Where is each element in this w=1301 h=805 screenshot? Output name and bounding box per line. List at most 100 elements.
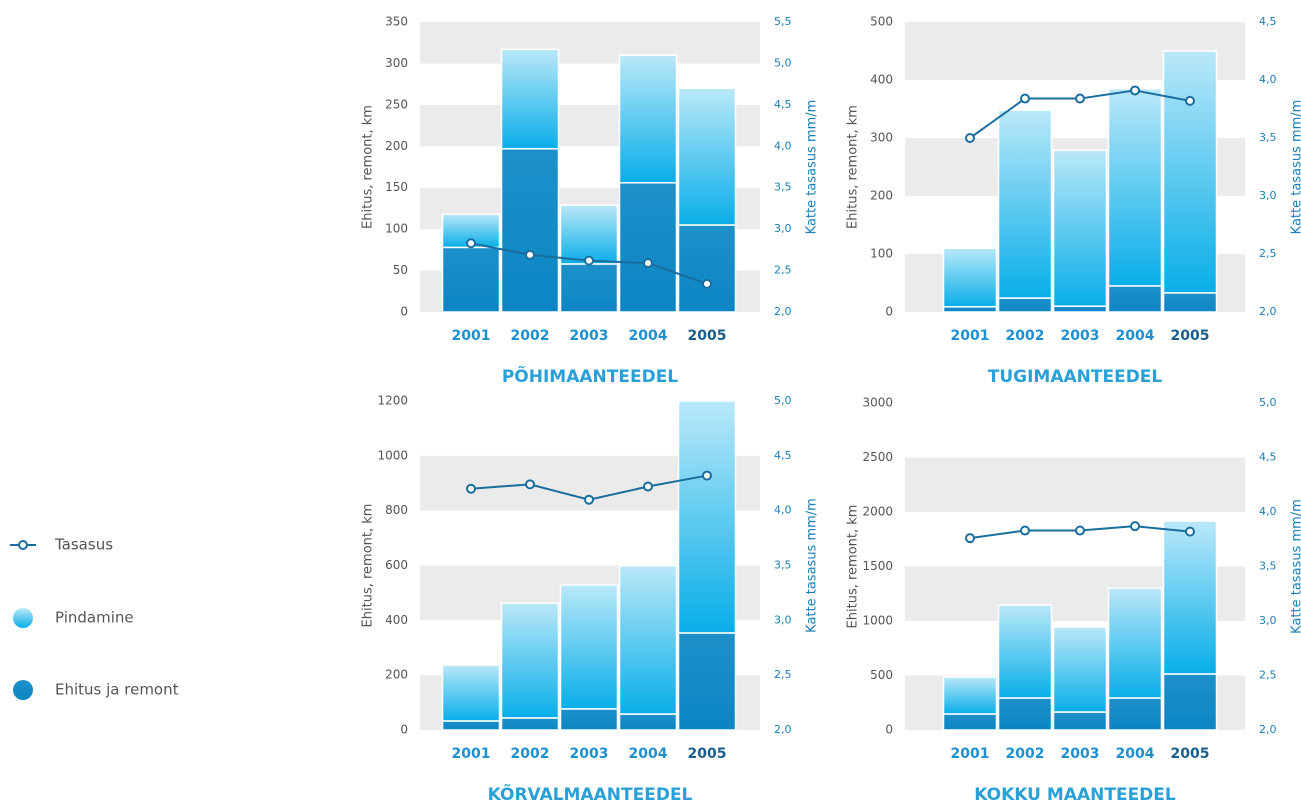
bar-segment <box>618 713 678 731</box>
y2-tick-label: 3,0 <box>774 222 792 235</box>
y-tick-label: 2500 <box>862 450 893 464</box>
x-tick-label: 2002 <box>1006 328 1045 344</box>
bar-segment <box>677 224 737 313</box>
x-tick-label: 2001 <box>452 746 491 762</box>
y-tick-label: 0 <box>400 723 408 737</box>
bar-segment <box>559 584 619 710</box>
bar-segment <box>677 632 737 731</box>
x-tick-label: 2005 <box>1171 328 1210 344</box>
y-tick-label: 1500 <box>862 559 893 573</box>
line-point <box>643 481 653 492</box>
line-point <box>1130 85 1140 96</box>
y2-axis-label: Katte tasasus mm/m <box>805 100 820 235</box>
grid-band <box>420 22 760 64</box>
line-point <box>1075 93 1085 104</box>
bar-segment <box>500 48 560 150</box>
chart-title: KÕRVALMAANTEEDEL <box>488 782 693 805</box>
y2-tick-label: 2,0 <box>774 305 792 318</box>
line-point <box>466 238 476 249</box>
bar-segment <box>997 697 1053 731</box>
y2-tick-label: 4,0 <box>1259 73 1277 86</box>
y-tick-label: 2000 <box>862 505 893 519</box>
bar-segment <box>997 297 1053 313</box>
y-tick-label: 250 <box>385 97 408 111</box>
legend-label: Ehitus ja remont <box>55 681 179 699</box>
y-tick-label: 0 <box>885 305 893 319</box>
x-tick-label: 2005 <box>688 746 727 762</box>
bar-segment <box>559 708 619 731</box>
chart-title: PÕHIMAANTEEDEL <box>502 364 678 387</box>
y2-tick-label: 2,5 <box>1259 247 1277 260</box>
y-axis-label: Ehitus, remont, km <box>846 105 861 229</box>
y2-tick-label: 2,5 <box>1259 669 1277 682</box>
legend-marker <box>13 680 33 700</box>
y2-tick-label: 3,5 <box>1259 131 1277 144</box>
line-point <box>466 483 476 494</box>
bar-segment <box>1052 305 1108 313</box>
legend-label: Tasasus <box>54 536 113 554</box>
bar-segment <box>500 602 560 719</box>
bar-segment <box>997 604 1053 699</box>
y-tick-label: 400 <box>385 613 408 627</box>
bar-segment <box>1107 587 1163 699</box>
line-point <box>584 255 594 266</box>
y2-tick-label: 3,5 <box>1259 560 1277 573</box>
y-axis-label: Ehitus, remont, km <box>361 504 376 628</box>
y2-axis-label: Katte tasasus mm/m <box>1290 100 1301 235</box>
line-point <box>702 278 712 289</box>
bar-segment <box>942 247 998 308</box>
bar-segment <box>559 263 619 313</box>
y-tick-label: 50 <box>393 263 408 277</box>
x-tick-label: 2004 <box>1116 746 1155 762</box>
y2-tick-label: 3,0 <box>1259 189 1277 202</box>
y2-tick-label: 4,0 <box>1259 505 1277 518</box>
x-tick-label: 2003 <box>1061 328 1100 344</box>
chart-title: TUGIMAANTEEDEL <box>988 367 1163 387</box>
y-tick-label: 100 <box>870 247 893 261</box>
y-tick-label: 0 <box>400 305 408 319</box>
y2-tick-label: 3,0 <box>774 613 792 626</box>
y-tick-label: 600 <box>385 558 408 572</box>
y-tick-label: 200 <box>385 139 408 153</box>
x-tick-label: 2001 <box>951 328 990 344</box>
y-tick-label: 400 <box>870 73 893 87</box>
x-tick-label: 2002 <box>511 746 550 762</box>
y2-tick-label: 4,0 <box>774 139 792 152</box>
x-tick-label: 2005 <box>688 328 727 344</box>
y2-tick-label: 5,5 <box>774 15 792 28</box>
y2-tick-label: 4,5 <box>1259 15 1277 28</box>
y-tick-label: 800 <box>385 503 408 517</box>
bar-segment <box>1162 50 1218 294</box>
y2-tick-label: 3,0 <box>1259 614 1277 627</box>
line-point <box>1075 525 1085 536</box>
bar-segment <box>559 204 619 265</box>
bar-segment <box>1162 673 1218 731</box>
line-point <box>965 133 975 143</box>
bar-segment <box>1052 149 1108 307</box>
y-tick-label: 200 <box>870 189 893 203</box>
x-tick-label: 2002 <box>1006 746 1045 762</box>
bar-segment <box>1107 697 1163 731</box>
x-tick-label: 2004 <box>629 746 668 762</box>
legend-marker <box>13 608 33 628</box>
y2-tick-label: 4,5 <box>774 98 792 111</box>
y-tick-label: 150 <box>385 180 408 194</box>
bar-segment <box>500 148 560 313</box>
bar-segment <box>618 181 678 313</box>
bar-segment <box>441 664 501 722</box>
y-axis-label: Ehitus, remont, km <box>361 105 376 229</box>
y2-tick-label: 5,0 <box>774 394 792 407</box>
y2-tick-label: 4,0 <box>774 504 792 517</box>
y2-tick-label: 4,5 <box>774 449 792 462</box>
y-tick-label: 500 <box>870 15 893 29</box>
x-tick-label: 2003 <box>1061 746 1100 762</box>
y-tick-label: 1200 <box>377 394 408 408</box>
x-tick-label: 2001 <box>452 328 491 344</box>
y-tick-label: 0 <box>885 723 893 737</box>
line-point <box>1020 525 1030 536</box>
bar-segment <box>1052 626 1108 713</box>
y-axis-label: Ehitus, remont, km <box>846 505 861 629</box>
legend-label: Pindamine <box>55 609 134 627</box>
bar-segment <box>1107 87 1163 287</box>
